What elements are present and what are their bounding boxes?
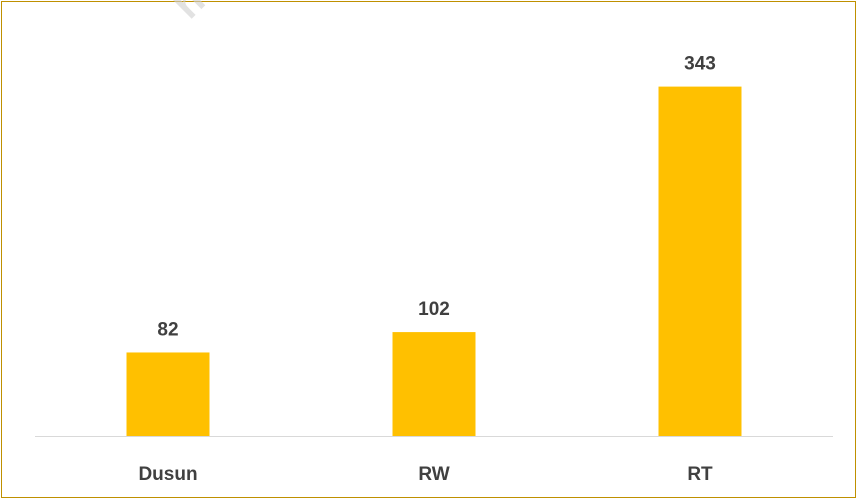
x-tick-label-dusun: Dusun <box>138 464 197 485</box>
x-tick-label-rt: RT <box>687 464 713 485</box>
data-label-rt: 343 <box>684 54 716 75</box>
data-label-dusun: 82 <box>157 319 178 340</box>
x-tick-label-rw: RW <box>418 464 449 485</box>
bars-group <box>126 86 742 436</box>
bar-rt <box>658 86 742 436</box>
bar-rw <box>392 332 476 436</box>
bar-dusun <box>126 352 210 436</box>
labels-group: 82 Dusun 102 RW 343 RT <box>138 54 715 485</box>
data-label-rw: 102 <box>418 299 450 320</box>
